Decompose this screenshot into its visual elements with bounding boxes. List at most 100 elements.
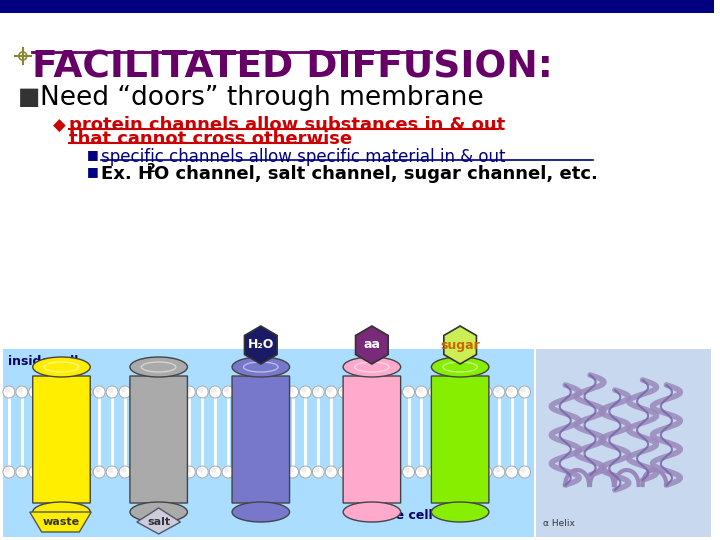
Circle shape (456, 388, 461, 392)
Circle shape (431, 388, 435, 392)
Circle shape (482, 468, 487, 472)
Circle shape (289, 468, 293, 472)
Bar (0, 0, 714, 13)
Circle shape (493, 466, 505, 478)
Circle shape (148, 468, 151, 472)
Circle shape (377, 466, 389, 478)
Circle shape (251, 468, 254, 472)
Circle shape (505, 466, 518, 478)
Circle shape (364, 386, 376, 398)
Circle shape (55, 386, 66, 398)
Circle shape (225, 468, 228, 472)
Ellipse shape (130, 502, 187, 522)
Circle shape (300, 466, 311, 478)
Bar (3, 349, 534, 537)
Text: ◆: ◆ (53, 117, 66, 135)
Circle shape (444, 388, 448, 392)
Circle shape (274, 466, 286, 478)
Circle shape (68, 386, 79, 398)
Circle shape (441, 466, 453, 478)
Circle shape (222, 386, 234, 398)
Circle shape (160, 388, 164, 392)
Circle shape (212, 468, 216, 472)
Ellipse shape (431, 357, 489, 377)
Circle shape (493, 386, 505, 398)
Circle shape (248, 386, 260, 398)
Circle shape (93, 386, 105, 398)
Circle shape (482, 388, 487, 392)
FancyBboxPatch shape (343, 376, 400, 503)
Circle shape (184, 466, 195, 478)
Circle shape (186, 388, 190, 392)
Circle shape (186, 468, 190, 472)
Circle shape (338, 466, 350, 478)
Text: protein channels allow substances in & out: protein channels allow substances in & o… (69, 116, 505, 134)
Circle shape (390, 466, 402, 478)
Circle shape (467, 386, 479, 398)
Circle shape (171, 466, 182, 478)
Circle shape (199, 388, 203, 392)
Circle shape (302, 468, 306, 472)
Circle shape (302, 388, 306, 392)
Bar (536, 349, 711, 537)
Polygon shape (444, 326, 477, 364)
Text: H₂O: H₂O (248, 339, 274, 352)
Circle shape (276, 388, 280, 392)
Circle shape (119, 386, 131, 398)
Circle shape (235, 386, 247, 398)
Circle shape (418, 388, 422, 392)
Circle shape (428, 466, 441, 478)
Circle shape (315, 468, 319, 472)
Circle shape (29, 386, 40, 398)
Circle shape (42, 386, 53, 398)
Circle shape (158, 466, 170, 478)
Ellipse shape (232, 357, 289, 377)
Text: specific channels allow specific material in & out: specific channels allow specific materia… (101, 148, 505, 166)
Circle shape (341, 388, 345, 392)
Circle shape (212, 388, 216, 392)
Circle shape (351, 386, 363, 398)
Circle shape (518, 386, 531, 398)
Polygon shape (356, 326, 388, 364)
Circle shape (44, 468, 48, 472)
Circle shape (171, 386, 182, 398)
Circle shape (415, 386, 428, 398)
Ellipse shape (32, 502, 90, 522)
Circle shape (454, 386, 466, 398)
Circle shape (402, 386, 415, 398)
Circle shape (135, 468, 138, 472)
FancyBboxPatch shape (232, 376, 289, 503)
FancyBboxPatch shape (32, 376, 90, 503)
Circle shape (158, 386, 170, 398)
Circle shape (467, 466, 479, 478)
Polygon shape (137, 508, 181, 534)
Circle shape (122, 468, 125, 472)
Circle shape (405, 468, 409, 472)
Circle shape (379, 468, 383, 472)
Circle shape (6, 468, 9, 472)
Circle shape (364, 466, 376, 478)
Circle shape (366, 468, 370, 472)
Text: ■: ■ (18, 85, 40, 109)
Text: inside cell: inside cell (8, 355, 78, 368)
Circle shape (366, 388, 370, 392)
Circle shape (44, 388, 48, 392)
Ellipse shape (343, 357, 400, 377)
Circle shape (328, 388, 332, 392)
Circle shape (428, 386, 441, 398)
Circle shape (96, 468, 99, 472)
Text: Need “doors” through membrane: Need “doors” through membrane (40, 85, 483, 111)
Circle shape (70, 388, 74, 392)
Circle shape (135, 388, 138, 392)
Text: ■: ■ (87, 148, 99, 161)
Circle shape (251, 388, 254, 392)
Circle shape (312, 386, 324, 398)
Circle shape (508, 468, 512, 472)
Circle shape (210, 386, 221, 398)
Circle shape (96, 388, 99, 392)
Circle shape (508, 388, 512, 392)
FancyBboxPatch shape (431, 376, 489, 503)
Circle shape (132, 466, 144, 478)
Circle shape (18, 468, 22, 472)
Circle shape (456, 468, 461, 472)
